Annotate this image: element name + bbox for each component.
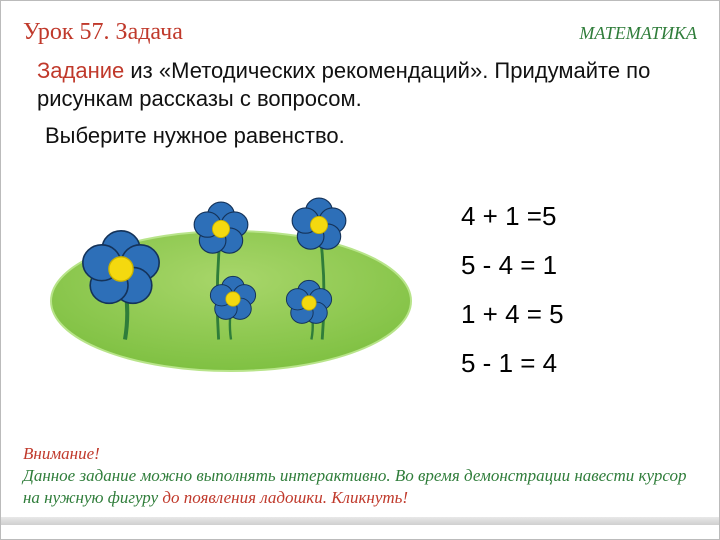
bottom-bar [1, 517, 719, 525]
equation-option[interactable]: 5 - 1 = 4 [461, 348, 564, 379]
slide: Урок 57. Задача МАТЕМАТИКА Задание из «М… [0, 0, 720, 540]
equation-list: 4 + 1 =5 5 - 4 = 1 1 + 4 = 5 5 - 1 = 4 [461, 201, 564, 397]
instruction-text: Выберите нужное равенство. [45, 123, 345, 149]
equation-option[interactable]: 4 + 1 =5 [461, 201, 564, 232]
equation-option[interactable]: 5 - 4 = 1 [461, 250, 564, 281]
flower-illustration [41, 151, 421, 381]
task-rest: из «Методических рекомендаций». Придумай… [37, 58, 650, 111]
task-label: Задание [37, 58, 124, 83]
footer-note: Внимание! Данное задание можно выполнять… [23, 443, 697, 509]
lesson-title: Урок 57. Задача [23, 19, 183, 46]
footer-tail: до появления ладошки. Кликнуть! [162, 488, 408, 507]
equation-option[interactable]: 1 + 4 = 5 [461, 299, 564, 330]
subject-label: МАТЕМАТИКА [579, 23, 697, 44]
footer-warning: Внимание! [23, 444, 100, 463]
task-text: Задание из «Методических рекомендаций». … [37, 57, 689, 112]
